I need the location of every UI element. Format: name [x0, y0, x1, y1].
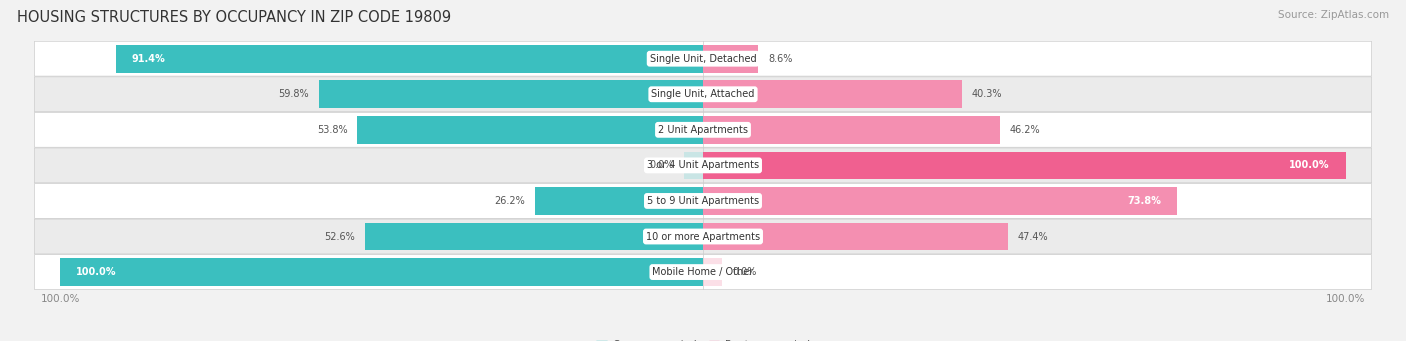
Text: 26.2%: 26.2%	[495, 196, 524, 206]
Text: Single Unit, Detached: Single Unit, Detached	[650, 54, 756, 64]
FancyBboxPatch shape	[34, 113, 1372, 147]
Text: Mobile Home / Other: Mobile Home / Other	[652, 267, 754, 277]
Text: 10 or more Apartments: 10 or more Apartments	[645, 232, 761, 241]
Text: HOUSING STRUCTURES BY OCCUPANCY IN ZIP CODE 19809: HOUSING STRUCTURES BY OCCUPANCY IN ZIP C…	[17, 10, 451, 25]
Text: Source: ZipAtlas.com: Source: ZipAtlas.com	[1278, 10, 1389, 20]
Text: 53.8%: 53.8%	[316, 125, 347, 135]
Bar	[683, 151, 703, 179]
Bar	[703, 223, 1008, 250]
Text: 73.8%: 73.8%	[1128, 196, 1161, 206]
FancyBboxPatch shape	[34, 77, 1372, 112]
FancyBboxPatch shape	[34, 183, 1372, 218]
Text: 91.4%: 91.4%	[132, 54, 166, 64]
Bar	[366, 223, 703, 250]
Bar	[703, 80, 962, 108]
Bar	[703, 151, 1346, 179]
Text: 0.0%: 0.0%	[650, 160, 673, 170]
Text: 46.2%: 46.2%	[1010, 125, 1040, 135]
Bar	[703, 258, 723, 286]
Text: 59.8%: 59.8%	[278, 89, 309, 99]
Text: 40.3%: 40.3%	[972, 89, 1002, 99]
Bar	[703, 116, 1000, 144]
Bar	[534, 187, 703, 215]
Bar	[703, 45, 758, 73]
Legend: Owner-occupied, Renter-occupied: Owner-occupied, Renter-occupied	[592, 336, 814, 341]
FancyBboxPatch shape	[34, 148, 1372, 183]
Bar	[357, 116, 703, 144]
Bar	[319, 80, 703, 108]
Bar	[60, 258, 703, 286]
Text: 3 or 4 Unit Apartments: 3 or 4 Unit Apartments	[647, 160, 759, 170]
Text: 5 to 9 Unit Apartments: 5 to 9 Unit Apartments	[647, 196, 759, 206]
FancyBboxPatch shape	[34, 255, 1372, 290]
Text: 100.0%: 100.0%	[1289, 160, 1330, 170]
Text: 52.6%: 52.6%	[325, 232, 356, 241]
Bar	[115, 45, 703, 73]
Text: Single Unit, Attached: Single Unit, Attached	[651, 89, 755, 99]
Text: 100.0%: 100.0%	[76, 267, 117, 277]
Bar	[703, 187, 1177, 215]
Text: 8.6%: 8.6%	[768, 54, 793, 64]
FancyBboxPatch shape	[34, 219, 1372, 254]
Text: 0.0%: 0.0%	[733, 267, 756, 277]
Text: 2 Unit Apartments: 2 Unit Apartments	[658, 125, 748, 135]
Text: 47.4%: 47.4%	[1018, 232, 1047, 241]
FancyBboxPatch shape	[34, 41, 1372, 76]
